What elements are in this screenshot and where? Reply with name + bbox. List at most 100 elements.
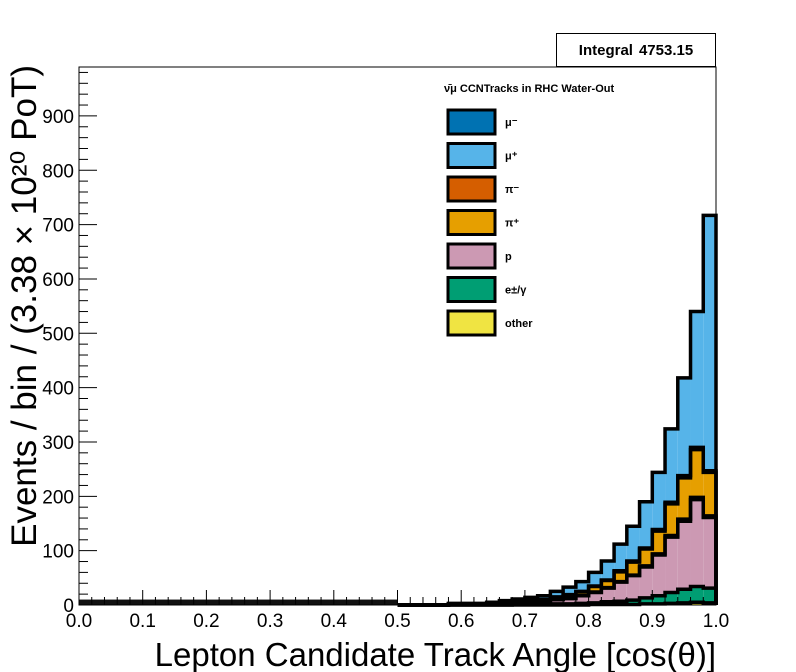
low-region-bar — [155, 599, 169, 605]
bar-e_gamma — [626, 600, 640, 605]
bar-e_gamma — [665, 592, 678, 604]
bar-mu_plus — [665, 428, 678, 503]
bar-p — [690, 499, 704, 587]
bar-p — [563, 598, 576, 604]
bar-pi_plus — [575, 591, 589, 596]
bar-mu_plus — [601, 560, 615, 581]
histogram-bars — [79, 215, 716, 605]
bar-mu_plus — [550, 591, 564, 597]
legend-label-pi_minus: π⁻ — [505, 184, 519, 196]
step-outline-mu_plus — [397, 213, 718, 607]
bar-mu_plus — [626, 526, 640, 561]
low-region-bar — [244, 599, 258, 605]
bar-mu_plus — [677, 377, 691, 476]
bar-mu_plus — [639, 501, 653, 548]
bar-e_gamma — [703, 588, 716, 603]
low-region-bar — [79, 599, 93, 605]
legend-label-pi_plus: π⁺ — [505, 218, 519, 230]
legend-swatch-e_gamma — [446, 276, 497, 303]
bar-p — [652, 555, 666, 596]
bar-p — [588, 592, 602, 603]
y-tick-label: 200 — [42, 487, 74, 508]
low-region-bar — [270, 599, 284, 605]
low-region-bar — [117, 599, 131, 605]
bar-e_gamma — [639, 597, 653, 604]
x-tick-label: 0.7 — [512, 611, 538, 632]
low-region-bar — [206, 599, 220, 605]
low-region-bar — [91, 599, 105, 605]
legend-swatch-mu_plus — [446, 142, 497, 169]
y-tick-label: 700 — [42, 216, 74, 237]
legend-label-mu_plus: μ⁺ — [505, 151, 518, 163]
bar-mu_plus — [575, 581, 589, 592]
bar-pi_plus — [639, 549, 653, 566]
stats-label: Integral — [578, 41, 633, 59]
bar-pi_plus — [614, 571, 627, 582]
axes: 0.0 0.1 0.2 0.3 0.4 0.5 0.6 0.7 0.8 0.9 1.0 0 100 200… — [5, 65, 729, 672]
legend-swatch-p — [446, 242, 497, 270]
bar-pi_plus — [601, 580, 615, 588]
bar-pi_plus — [626, 562, 640, 576]
bar-pi_plus — [665, 503, 678, 536]
bar-p — [639, 566, 653, 598]
x-tick-label: 1.0 — [703, 611, 729, 632]
low-region-bar — [308, 599, 322, 605]
bar-p — [550, 599, 564, 604]
low-region-bar — [295, 599, 309, 605]
bar-p — [677, 521, 691, 590]
legend: ν̄μ CCNTracks in RHC Water-Out μ⁻ μ⁺ π⁻ π⁺ p e… — [444, 83, 614, 337]
x-tick-label: 0.4 — [321, 611, 348, 632]
legend-swatch-pi_minus — [446, 175, 497, 203]
y-tick-label: 100 — [42, 542, 74, 563]
low-region-bar — [333, 599, 348, 605]
low-region-bar — [282, 599, 297, 605]
low-region-bar — [104, 599, 118, 605]
y-tick-label: 900 — [42, 107, 74, 128]
y-tick-label: 400 — [42, 379, 74, 400]
low-region-bar — [193, 599, 207, 605]
bar-mu_plus — [652, 472, 666, 530]
bar-e_gamma — [677, 589, 691, 603]
low-region-bar — [384, 599, 398, 605]
bar-e_gamma — [652, 595, 666, 604]
bar-mu_plus — [703, 215, 716, 471]
y-tick-label: 300 — [42, 433, 74, 454]
legend-label-mu_minus: μ⁻ — [505, 117, 518, 129]
low-region-bar — [359, 599, 373, 605]
x-tick-label: 0.5 — [384, 611, 410, 632]
legend-title: ν̄μ CCNTracks in RHC Water-Out — [444, 83, 614, 95]
x-tick-label: 0.3 — [257, 611, 283, 632]
low-region-bar — [231, 599, 246, 605]
low-region-bar — [372, 599, 386, 605]
legend-label-p: p — [505, 251, 512, 263]
x-tick-label: 0.1 — [129, 611, 155, 632]
legend-swatch-mu_minus — [446, 108, 497, 136]
low-region-bar — [129, 599, 144, 605]
bar-p — [575, 595, 589, 604]
bar-pi_plus — [703, 472, 716, 516]
bar-p — [665, 537, 678, 593]
x-tick-label: 0.2 — [193, 611, 219, 632]
legend-label-e_gamma: e±/γ — [505, 285, 527, 297]
x-tick-label: 0.6 — [448, 611, 474, 632]
x-axis-label: Lepton Candidate Track Angle [cos(θ)] — [155, 636, 716, 672]
x-tick-label: 0.8 — [575, 611, 601, 632]
bar-mu_plus — [588, 572, 602, 586]
plot-frame — [78, 66, 717, 606]
legend-swatch-other — [446, 309, 497, 337]
x-tick-label: 0.9 — [639, 611, 665, 632]
bar-p — [626, 575, 640, 601]
low-region-bar — [321, 599, 335, 605]
y-tick-label: 600 — [42, 270, 74, 291]
bar-p — [601, 588, 615, 602]
low-region-bar — [346, 599, 360, 605]
bar-p — [703, 517, 716, 589]
bar-pi_plus — [652, 531, 666, 554]
legend-label-other: other — [505, 318, 533, 330]
low-region-bar — [142, 599, 156, 605]
y-axis-label: Events / bin / (3.38 × 10²⁰ PoT) — [5, 65, 44, 547]
bar-p — [614, 582, 627, 602]
stats-box: Integral 4753.15 — [556, 33, 716, 67]
bar-pi_plus — [588, 586, 602, 592]
